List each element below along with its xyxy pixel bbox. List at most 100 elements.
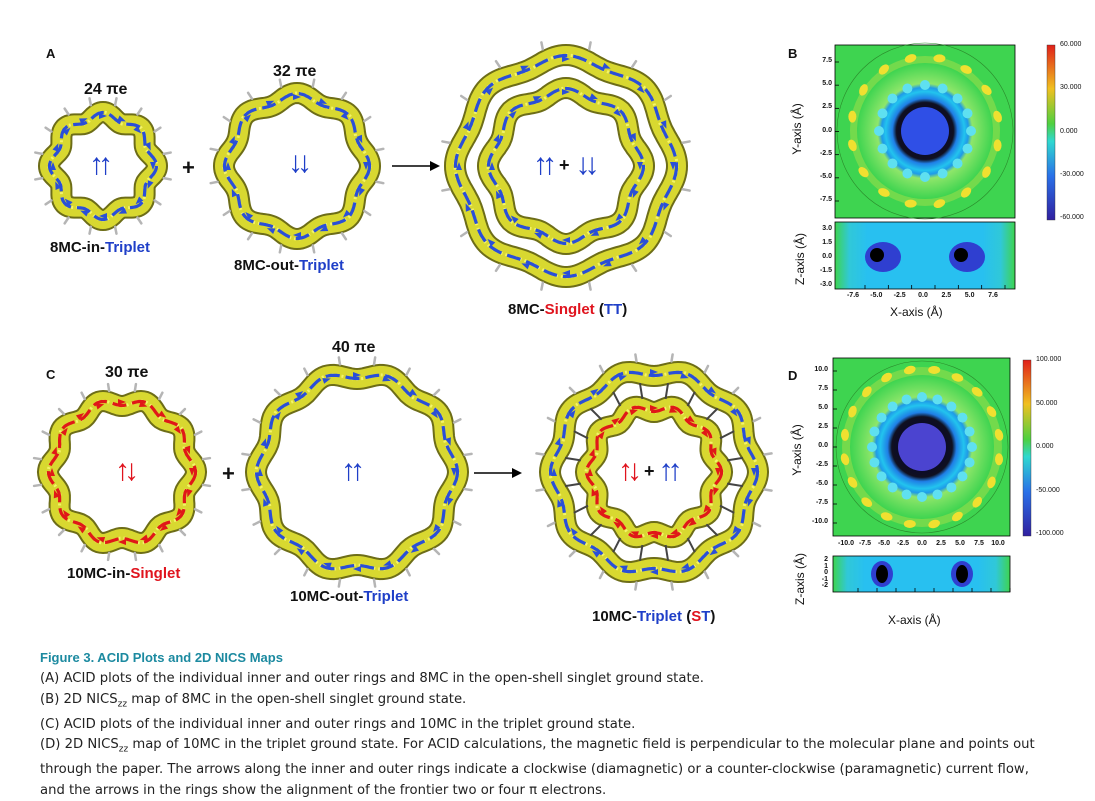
caption-line-d: (D) 2D NICSzz map of 10MC in the triplet… [40, 737, 1035, 755]
ring-8mc-outer-current-arrowhead [318, 97, 328, 104]
ring-10mc-combined-outer-current-arrowhead [730, 408, 738, 417]
ring-8mc-outer-hydrogen [311, 244, 316, 254]
ring-8mc-combined-outer-hydrogen [587, 41, 592, 51]
ring-10mc-combined-outer-current-arrowhead [751, 468, 757, 476]
tick-label: 0.000 [1060, 127, 1078, 135]
nics-d-inner-blob [887, 401, 898, 412]
tick-label: 100.000 [1036, 356, 1062, 363]
tick-label: 0.000 [1036, 443, 1054, 450]
ring-8mc-combined-inner-current-path [486, 86, 646, 246]
ring-8mc-inner-hydrogen [153, 126, 162, 133]
ring-8mc-outer-hydrogen [222, 115, 231, 123]
nics-d-inner-blob [876, 471, 887, 482]
bridge-bond [664, 382, 670, 400]
nics-b-outer-blob [858, 167, 869, 178]
nics-d-outer-blob [928, 365, 941, 374]
x-axis-title-b: X-axis (Å) [890, 305, 943, 319]
ring-10mc-inner-current-arrowhead [158, 410, 167, 418]
bridge-bond [726, 482, 744, 488]
acid-ring-8mc-outer [209, 78, 385, 254]
ring-8mc-combined-outer-hydrogen [663, 94, 673, 102]
ring-10mc-combined-outer-hydrogen [546, 416, 556, 423]
ring-10mc-combined-outer-current-path [548, 370, 760, 574]
nics-d-outer-blob [986, 406, 997, 417]
ring-10mc-outer-current-arrowhead [409, 388, 418, 396]
ring-10mc-combined-inner-current-arrowhead [650, 533, 658, 539]
tick-label: -5.0 [815, 480, 828, 487]
tick-label: -5.0 [870, 292, 883, 299]
caption-line-c: (C) ACID plots of the individual inner a… [40, 716, 636, 732]
bridge-bond [573, 430, 589, 440]
spin-arrows-8mc-inner: ↑↑ [89, 148, 113, 181]
ring-10mc-inner-hydrogen [80, 391, 87, 401]
ring-8mc-outer-current-arrowhead [293, 232, 301, 238]
ring-10mc-combined-outer-hydrogen [568, 549, 577, 558]
tick-label: -2.5 [815, 461, 828, 468]
nics-d-outer-blob [840, 453, 850, 466]
label-paren-open: ( [682, 608, 692, 625]
ring-8mc-outer-current-path [222, 91, 372, 241]
ring-10mc-combined-outer-hydrogen [670, 581, 674, 591]
ring-10mc-outer-hydrogen [241, 452, 251, 457]
nics-d-inner-blob [946, 401, 957, 412]
ring-10mc-outer-hydrogen [337, 578, 342, 588]
bridge-bond [719, 430, 735, 440]
ring-10mc-outer-current-arrowhead [296, 548, 305, 556]
nics-d-outer-blob [880, 512, 893, 521]
ring-10mc-outer-current-arrowhead [260, 438, 267, 447]
figure-caption-title: Figure 3. ACID Plots and 2D NICS Maps [40, 650, 283, 665]
ring-10mc-combined-inner-current-arrowhead [587, 468, 593, 476]
ring-8mc-combined-inner-current-arrowhead [590, 230, 600, 236]
y-axis-title-d: Y-axis (Å) [790, 424, 804, 476]
z-axis-title-b: Z-axis (Å) [793, 233, 807, 285]
ring-10mc-outer-current-arrowhead [323, 562, 332, 569]
ring-10mc-combined-inner-current-arrowhead [703, 504, 711, 513]
tick-label: 2.5 [818, 423, 828, 430]
ring-10mc-inner-current-arrowhead [159, 523, 169, 531]
ring-10mc-combined-inner-current-arrowhead [591, 487, 598, 497]
ring-8mc-combined-outer-texture [453, 53, 679, 279]
ring-10mc-inner-current-arrowhead [139, 534, 149, 541]
ring-8mc-outer-current-arrowhead [359, 187, 366, 197]
nics-d-inner-blob [901, 394, 912, 405]
ring-10mc-inner-current-arrowhead [186, 488, 193, 498]
nics-d-inner-blob [869, 426, 880, 437]
nics-d-outer-blob [903, 519, 916, 528]
ring-10mc-combined-outer-hydrogen [703, 570, 710, 580]
ring-10mc-combined-outer-hydrogen [598, 364, 605, 374]
label-10mc-inner: 10MC-in-Singlet [67, 565, 180, 582]
nics-d-inner-blob [901, 489, 912, 500]
nics-d-outer-blob [847, 476, 858, 488]
ring-10mc-combined-outer-hydrogen [703, 364, 710, 374]
ring-10mc-outer-hydrogen [273, 388, 282, 397]
bridge-bond [564, 456, 582, 462]
ring-10mc-inner-hydrogen [80, 543, 87, 553]
ring-8mc-combined-inner-current-arrowhead [632, 189, 639, 198]
label-prefix: 10MC-in- [67, 565, 131, 582]
panel-letter-c: C [46, 367, 56, 382]
ring-10mc-outer-current-arrowhead [353, 372, 361, 378]
ring-8mc-combined-outer-current-arrowhead [670, 162, 676, 170]
tick-label: 2 [824, 556, 828, 563]
ring-8mc-outer-hydrogen [278, 244, 283, 254]
panel-letter-d: D [788, 368, 798, 383]
ring-10mc-outer-current-arrowhead [433, 524, 441, 533]
ring-10mc-outer-current-arrowhead [263, 498, 269, 507]
panel-letter-a: A [46, 46, 56, 61]
tick-label: -2.5 [819, 149, 832, 157]
ring-10mc-inner-hydrogen [57, 407, 66, 416]
ring-10mc-inner-current-arrowhead [189, 468, 195, 476]
ring-8mc-outer-hydrogen [222, 209, 231, 217]
ring-8mc-combined-outer-hydrogen [681, 187, 691, 192]
ring-8mc-outer-hydrogen [209, 180, 219, 185]
ring-10mc-combined-inner-current-arrowhead [629, 409, 639, 416]
tick-label: 0.0 [917, 540, 927, 547]
nics-b-inner-blob [937, 168, 948, 179]
nics-d-inner-blob [887, 482, 898, 493]
tick-label: 3.0 [822, 225, 832, 232]
acid-ring-8mc-combined [441, 41, 691, 291]
label-state: Singlet [130, 565, 181, 582]
ring-10mc-inner-hydrogen [106, 382, 111, 393]
ring-8mc-inner-hydrogen [136, 107, 143, 116]
